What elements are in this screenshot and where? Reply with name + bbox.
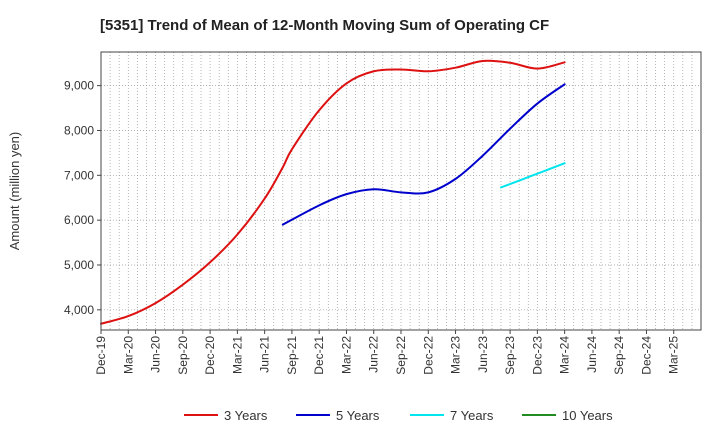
x-tick-label: Mar-25 bbox=[667, 336, 681, 374]
x-tick-label: Sep-21 bbox=[285, 336, 299, 375]
grid bbox=[100, 52, 702, 330]
x-tick-label: Dec-20 bbox=[203, 336, 217, 375]
legend: 3 Years 5 Years 7 Years 10 Years bbox=[184, 408, 613, 423]
series-line-7-years bbox=[500, 162, 566, 189]
x-tick-label: Dec-23 bbox=[530, 336, 544, 375]
x-axis-ticks: Dec-19 Mar-20 Jun-20 Sep-20 Dec-20 Mar-21 Jun-… bbox=[94, 330, 681, 375]
y-tick-label: 9,000 bbox=[64, 79, 94, 93]
y-tick-label: 7,000 bbox=[64, 168, 94, 182]
x-tick-label: Sep-20 bbox=[176, 336, 190, 375]
x-tick-label: Mar-22 bbox=[339, 336, 353, 374]
x-tick-label: Jun-21 bbox=[258, 336, 272, 373]
x-tick-label: Mar-24 bbox=[558, 336, 572, 374]
legend-label: 3 Years bbox=[224, 408, 268, 423]
x-tick-label: Dec-21 bbox=[312, 336, 326, 375]
series-line-3-years bbox=[100, 59, 566, 325]
x-tick-label: Dec-24 bbox=[639, 336, 653, 375]
legend-label: 7 Years bbox=[450, 408, 494, 423]
x-tick-label: Jun-23 bbox=[476, 336, 490, 373]
x-tick-label: Jun-20 bbox=[149, 336, 163, 373]
series-lines bbox=[100, 59, 566, 325]
y-axis-ticks: 4,000 5,000 6,000 7,000 8,000 9,000 bbox=[64, 79, 101, 317]
series-line-5-years bbox=[281, 83, 566, 226]
chart-title: [5351] Trend of Mean of 12-Month Moving … bbox=[100, 17, 549, 34]
x-tick-label: Dec-22 bbox=[421, 336, 435, 375]
x-tick-label: Sep-24 bbox=[612, 336, 626, 375]
legend-label: 10 Years bbox=[562, 408, 613, 423]
y-tick-label: 6,000 bbox=[64, 213, 94, 227]
x-tick-label: Mar-21 bbox=[230, 336, 244, 374]
x-tick-label: Mar-20 bbox=[121, 336, 135, 374]
x-tick-label: Dec-19 bbox=[94, 336, 108, 375]
x-tick-label: Jun-24 bbox=[585, 336, 599, 373]
y-tick-label: 4,000 bbox=[64, 303, 94, 317]
x-tick-label: Jun-22 bbox=[367, 336, 381, 373]
y-axis-label: Amount (million yen) bbox=[7, 132, 22, 251]
y-tick-label: 5,000 bbox=[64, 258, 94, 272]
x-tick-label: Mar-23 bbox=[449, 336, 463, 374]
legend-label: 5 Years bbox=[336, 408, 380, 423]
x-tick-label: Sep-23 bbox=[503, 336, 517, 375]
y-tick-label: 8,000 bbox=[64, 123, 94, 137]
x-tick-label: Sep-22 bbox=[394, 336, 408, 375]
